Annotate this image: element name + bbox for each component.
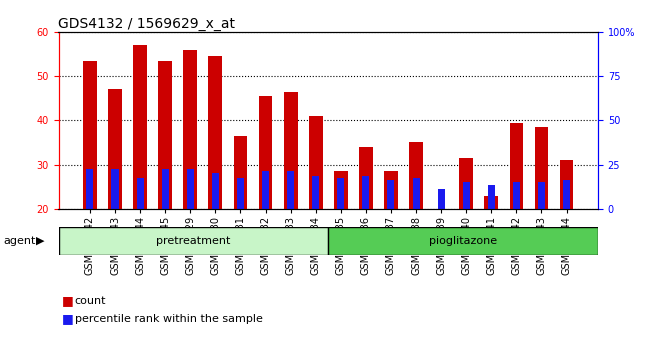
- Bar: [362, 176, 369, 209]
- Bar: [463, 182, 470, 209]
- Bar: [209, 56, 222, 209]
- Bar: [108, 89, 122, 209]
- Bar: [387, 180, 395, 209]
- Bar: [312, 176, 319, 209]
- Bar: [513, 182, 520, 209]
- Bar: [534, 127, 549, 209]
- Bar: [187, 169, 194, 209]
- Text: agent: agent: [3, 236, 36, 246]
- Bar: [413, 178, 419, 209]
- Bar: [212, 173, 219, 209]
- Text: ▶: ▶: [36, 236, 44, 246]
- Bar: [237, 178, 244, 209]
- Bar: [162, 169, 169, 209]
- Text: ■: ■: [62, 312, 73, 325]
- Text: pretreatment: pretreatment: [156, 236, 231, 246]
- Bar: [283, 92, 298, 209]
- Bar: [259, 96, 272, 209]
- Text: GDS4132 / 1569629_x_at: GDS4132 / 1569629_x_at: [58, 17, 235, 31]
- Bar: [437, 189, 445, 209]
- Bar: [409, 143, 423, 209]
- Bar: [86, 169, 94, 209]
- Text: percentile rank within the sample: percentile rank within the sample: [75, 314, 263, 324]
- Bar: [133, 45, 147, 209]
- Bar: [384, 171, 398, 209]
- Bar: [560, 160, 573, 209]
- Bar: [83, 61, 97, 209]
- Bar: [538, 182, 545, 209]
- Bar: [136, 178, 144, 209]
- Bar: [460, 158, 473, 209]
- Bar: [112, 169, 118, 209]
- Bar: [262, 171, 269, 209]
- Bar: [334, 171, 348, 209]
- FancyBboxPatch shape: [328, 227, 598, 255]
- Bar: [233, 136, 248, 209]
- Bar: [563, 180, 570, 209]
- Bar: [488, 184, 495, 209]
- Bar: [484, 195, 498, 209]
- Bar: [183, 50, 197, 209]
- Bar: [309, 116, 322, 209]
- FancyBboxPatch shape: [58, 227, 328, 255]
- Text: ■: ■: [62, 295, 73, 307]
- Bar: [337, 178, 345, 209]
- Bar: [287, 171, 294, 209]
- Bar: [510, 122, 523, 209]
- Text: pioglitazone: pioglitazone: [429, 236, 497, 246]
- Bar: [359, 147, 373, 209]
- Text: count: count: [75, 296, 106, 306]
- Bar: [159, 61, 172, 209]
